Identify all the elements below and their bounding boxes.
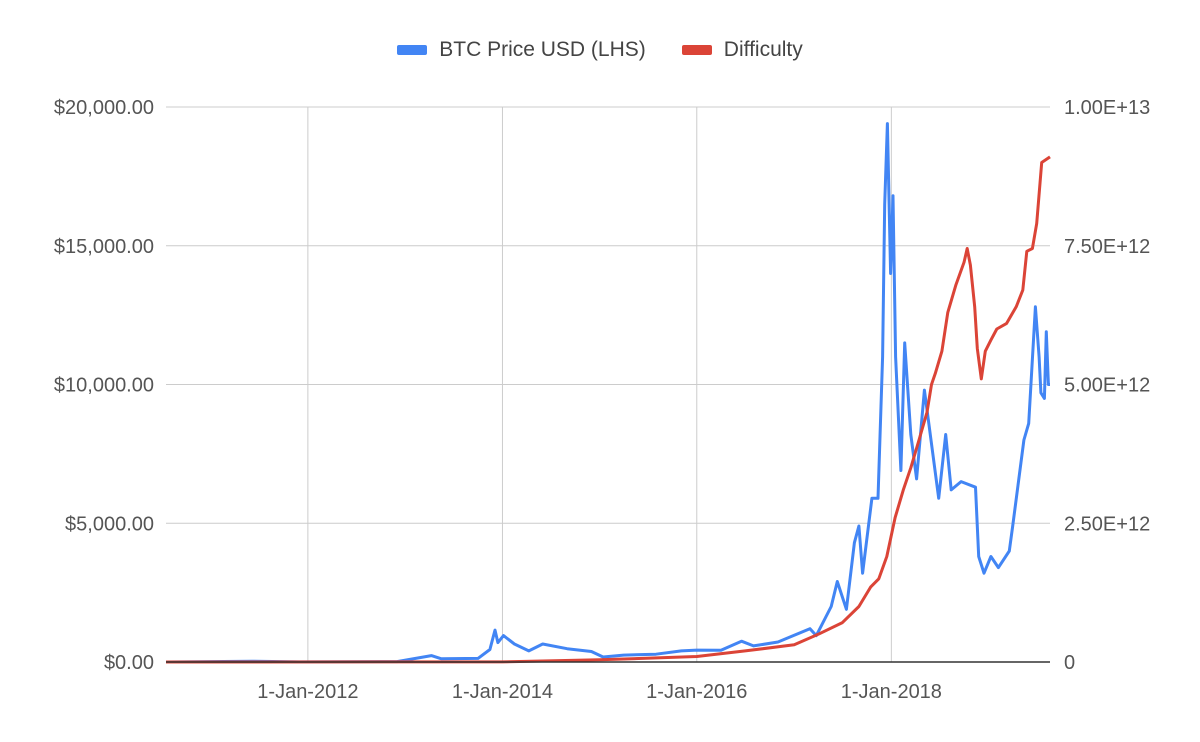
legend-label-difficulty: Difficulty — [723, 38, 803, 61]
x-tick-label: 1-Jan-2016 — [646, 681, 747, 703]
left-tick-label: $20,000.00 — [54, 97, 154, 119]
chart-legend: BTC Price USD (LHS) Difficulty — [0, 38, 1200, 62]
x-tick-label: 1-Jan-2014 — [452, 681, 553, 703]
right-tick-label: 2.50E+12 — [1064, 513, 1150, 535]
series-line-difficulty — [165, 155, 1051, 664]
legend-swatch-btc-price — [397, 45, 428, 55]
right-tick-label: 1.00E+13 — [1064, 97, 1150, 119]
right-axis-ticks: 0 2.50E+12 5.00E+12 7.50E+12 1.00E+13 — [1064, 97, 1150, 674]
legend-item-btc-price[interactable]: BTC Price USD (LHS) — [397, 38, 646, 62]
left-tick-label: $10,000.00 — [54, 375, 154, 397]
right-tick-label: 7.50E+12 — [1064, 236, 1150, 258]
x-tick-label: 1-Jan-2018 — [841, 681, 942, 703]
chart-grid — [166, 106, 1050, 662]
left-tick-label: $5,000.00 — [65, 513, 154, 535]
series-line-btc-price — [165, 122, 1050, 664]
left-tick-label: $0.00 — [104, 652, 154, 674]
left-axis-ticks: $0.00 $5,000.00 $10,000.00 $15,000.00 $20,00… — [54, 97, 154, 674]
legend-swatch-difficulty — [681, 45, 712, 55]
right-tick-label: 0 — [1064, 652, 1075, 674]
x-axis-ticks: 1-Jan-2012 1-Jan-2014 1-Jan-2016 1-Jan-2018 — [257, 681, 942, 703]
x-tick-label: 1-Jan-2012 — [257, 681, 358, 703]
legend-label-btc-price: BTC Price USD (LHS) — [439, 38, 646, 61]
legend-item-difficulty[interactable]: Difficulty — [681, 38, 803, 62]
left-tick-label: $15,000.00 — [54, 236, 154, 258]
chart-series — [165, 122, 1051, 664]
right-tick-label: 5.00E+12 — [1064, 375, 1150, 397]
